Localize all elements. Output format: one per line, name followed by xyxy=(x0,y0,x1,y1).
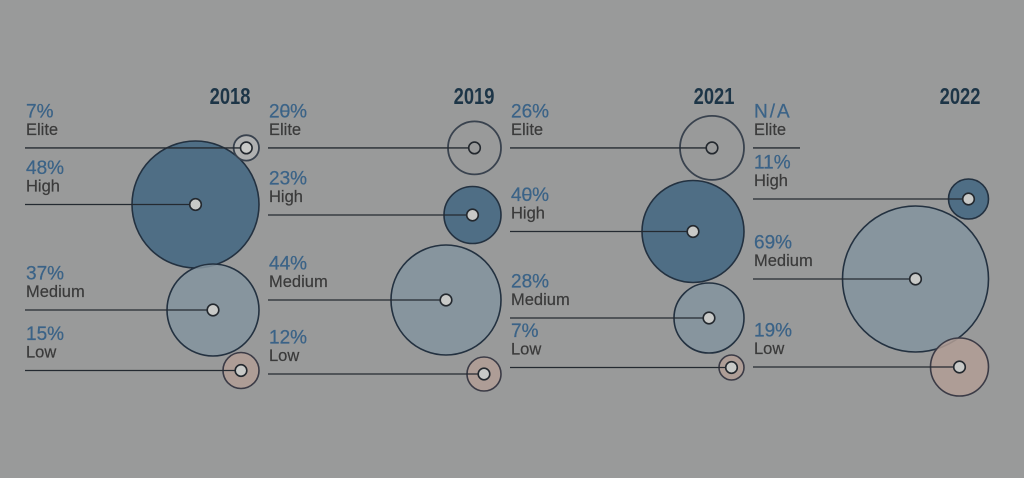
svg-text:44%: 44% xyxy=(269,254,307,275)
svg-text:2019: 2019 xyxy=(454,84,495,110)
svg-text:11%: 11% xyxy=(754,153,791,174)
svg-text:48%: 48% xyxy=(26,158,64,179)
svg-text:Low: Low xyxy=(269,347,299,365)
svg-text:2021: 2021 xyxy=(694,84,735,110)
svg-text:Elite: Elite xyxy=(26,121,58,139)
svg-text:Low: Low xyxy=(754,340,784,358)
svg-text:69%: 69% xyxy=(754,233,792,254)
svg-text:15%: 15% xyxy=(26,324,64,345)
svg-text:26%: 26% xyxy=(511,101,549,122)
svg-text:Low: Low xyxy=(26,344,56,362)
svg-text:Medium: Medium xyxy=(269,273,328,291)
svg-text:Medium: Medium xyxy=(511,291,570,309)
svg-text:Elite: Elite xyxy=(754,121,786,139)
svg-text:Elite: Elite xyxy=(511,121,543,139)
svg-text:Medium: Medium xyxy=(26,283,85,301)
svg-text:Medium: Medium xyxy=(754,252,813,270)
svg-text:High: High xyxy=(26,178,60,196)
svg-text:19%: 19% xyxy=(754,321,792,342)
svg-text:2018: 2018 xyxy=(210,84,251,110)
svg-text:High: High xyxy=(754,172,788,190)
svg-text:2022: 2022 xyxy=(940,84,981,110)
svg-text:7%: 7% xyxy=(511,321,539,342)
svg-text:40%: 40% xyxy=(511,185,549,206)
svg-text:12%: 12% xyxy=(269,328,307,349)
svg-text:37%: 37% xyxy=(26,264,64,285)
svg-text:20%: 20% xyxy=(269,101,307,122)
svg-text:N/A: N/A xyxy=(754,101,792,122)
svg-text:High: High xyxy=(269,188,303,206)
svg-text:Elite: Elite xyxy=(269,121,301,139)
svg-text:23%: 23% xyxy=(269,169,307,190)
svg-text:7%: 7% xyxy=(26,101,54,122)
svg-text:28%: 28% xyxy=(511,272,549,293)
svg-text:High: High xyxy=(511,205,545,223)
svg-text:Low: Low xyxy=(511,341,541,359)
